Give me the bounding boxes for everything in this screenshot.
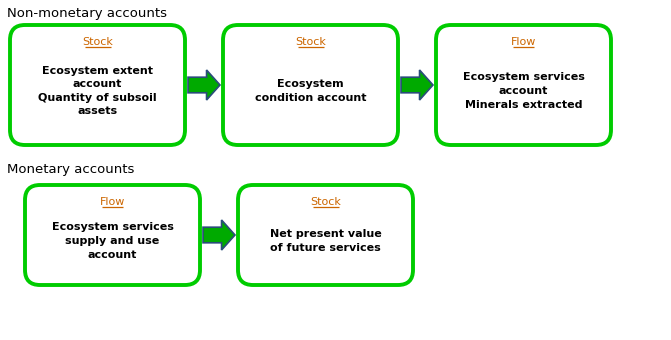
Text: Minerals extracted: Minerals extracted [465,100,582,109]
Text: Flow: Flow [511,37,536,47]
Text: Flow: Flow [100,197,125,207]
Text: Net present value: Net present value [270,229,381,239]
Text: supply and use: supply and use [65,236,160,246]
Text: Stock: Stock [310,197,341,207]
Polygon shape [188,70,220,100]
Text: of future services: of future services [270,243,381,253]
Text: Ecosystem services: Ecosystem services [52,222,173,233]
Text: account: account [499,86,548,96]
Text: Ecosystem extent: Ecosystem extent [42,66,153,76]
Text: account: account [88,250,137,259]
Text: Ecosystem services: Ecosystem services [462,72,584,83]
FancyBboxPatch shape [238,185,413,285]
FancyBboxPatch shape [10,25,185,145]
FancyBboxPatch shape [25,185,200,285]
Text: Monetary accounts: Monetary accounts [7,164,134,176]
Text: account: account [73,79,122,89]
Text: Non-monetary accounts: Non-monetary accounts [7,6,167,19]
Text: assets: assets [77,106,117,116]
Text: Stock: Stock [82,37,113,47]
Text: Quantity of subsoil: Quantity of subsoil [38,93,157,103]
FancyBboxPatch shape [436,25,611,145]
Polygon shape [401,70,433,100]
FancyBboxPatch shape [223,25,398,145]
Text: Ecosystem: Ecosystem [277,79,344,89]
Text: Stock: Stock [295,37,326,47]
Text: condition account: condition account [255,93,366,103]
Polygon shape [203,220,235,250]
